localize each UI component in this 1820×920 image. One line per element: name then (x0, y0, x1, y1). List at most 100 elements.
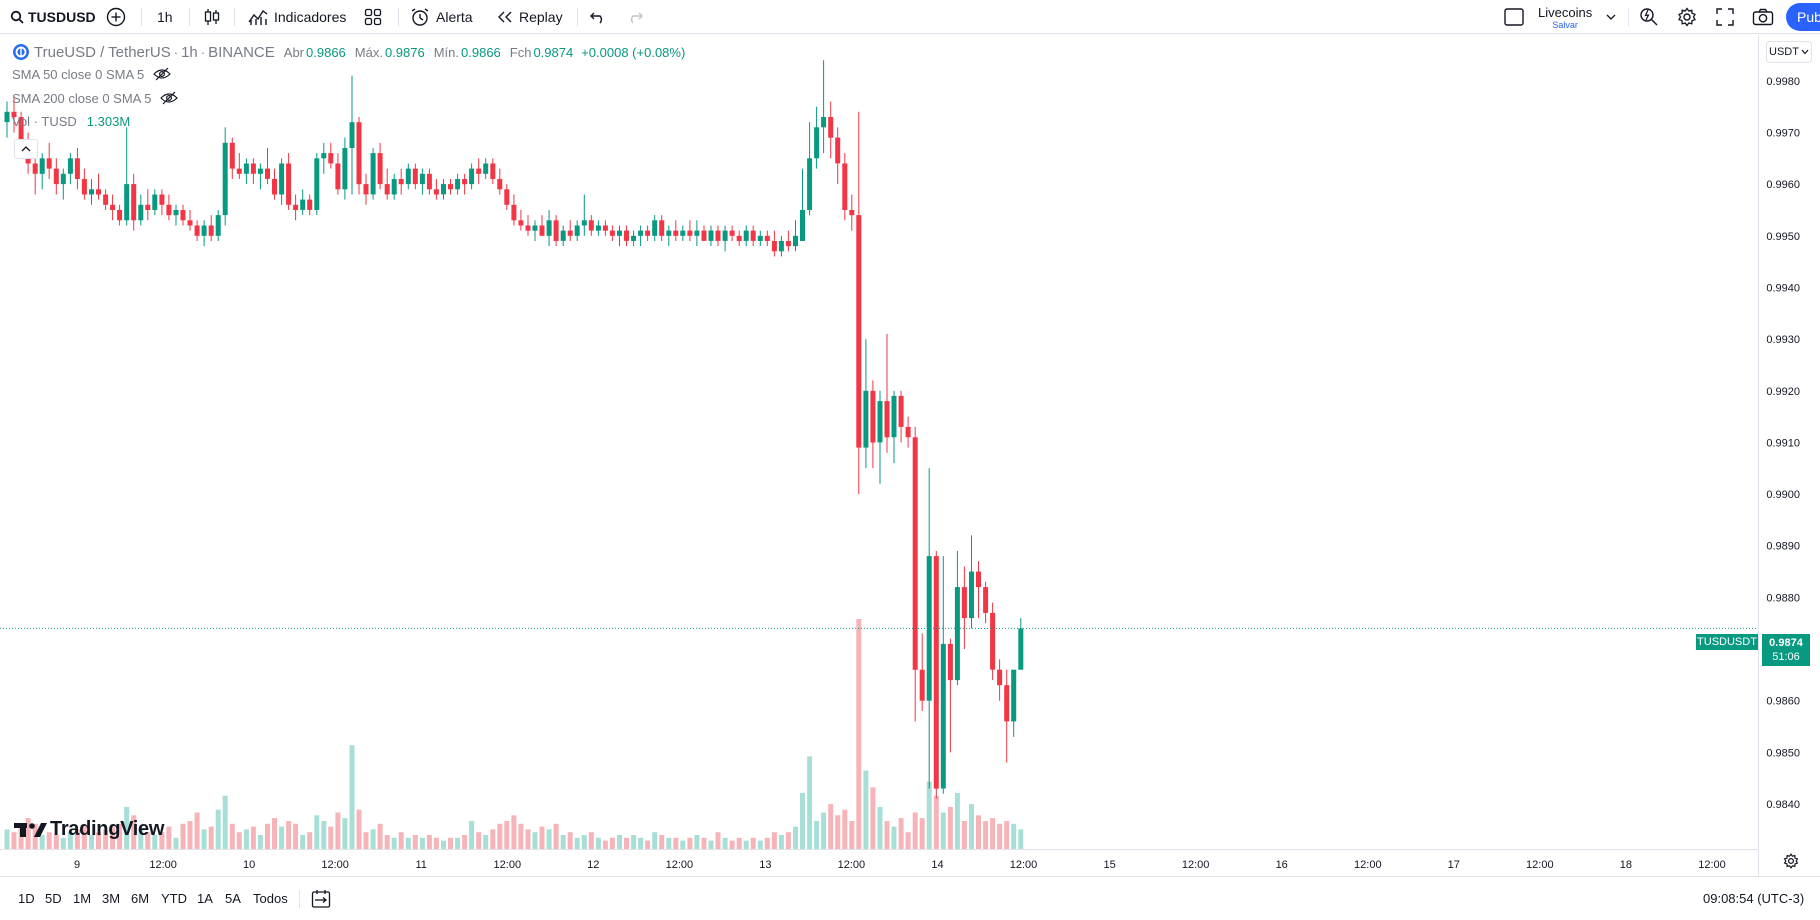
layout-dropdown-button[interactable] (1606, 0, 1616, 34)
candle (631, 230, 637, 247)
symbol-legend[interactable]: TrueUSD / TetherUS · 1h · BINANCE Abr 0.… (12, 43, 685, 61)
volume-bar (940, 812, 946, 849)
eye-off-icon[interactable] (153, 66, 172, 82)
sma200-legend[interactable]: SMA 200 close 0 SMA 5 (12, 90, 179, 106)
toolbar-separator (577, 8, 578, 26)
time-tick-label: 12:00 (494, 859, 522, 871)
candle (243, 158, 249, 185)
candle-body (300, 199, 306, 210)
candle-body (785, 241, 791, 247)
candle (532, 220, 538, 241)
candle-body (961, 587, 967, 619)
candle-body (229, 142, 235, 169)
candle-body (602, 225, 608, 231)
volume-bar (983, 821, 989, 849)
candle (581, 194, 587, 236)
candle (680, 225, 686, 241)
indicators-button[interactable]: Indicadores (248, 0, 346, 34)
time-tick-label: 12:00 (838, 859, 866, 871)
candle-body (356, 122, 362, 185)
range-3m[interactable]: 3M (102, 877, 120, 920)
range-5d[interactable]: 5D (45, 877, 62, 920)
price-tick-label: 0.9970 (1766, 128, 1800, 140)
candle (286, 153, 292, 210)
chart-type-button[interactable] (203, 0, 221, 34)
volume-bar (265, 823, 270, 849)
volume-bar (321, 821, 327, 849)
candle-body (588, 220, 594, 231)
candle-body (546, 220, 552, 236)
range-1a[interactable]: 1A (197, 877, 213, 920)
volume-bar (532, 832, 538, 849)
sma50-legend[interactable]: SMA 50 close 0 SMA 5 (12, 66, 172, 82)
indicators-label: Indicadores (274, 9, 347, 25)
candle-body (553, 220, 559, 241)
volume-bar (595, 837, 601, 849)
range-1d[interactable]: 1D (18, 877, 35, 920)
price-axis[interactable]: 0.9980 0.9970 0.9960 0.9950 0.9940 0.9930 0.99… (1766, 76, 1800, 811)
candle-body (743, 230, 749, 241)
quick-search-button[interactable] (1639, 0, 1659, 34)
tradingview-logo-icon (14, 822, 47, 837)
toolbar-separator (189, 8, 190, 26)
candle-body (525, 225, 531, 231)
range-6m[interactable]: 6M (131, 877, 149, 920)
candle (46, 142, 52, 179)
time-tick-label: 17 (1448, 859, 1460, 871)
redo-button[interactable] (626, 0, 644, 34)
volume-bar (131, 815, 137, 849)
range-5a[interactable]: 5A (225, 877, 241, 920)
currency-selector[interactable]: USDT (1766, 41, 1812, 63)
fullscreen-icon (1716, 8, 1734, 26)
axis-settings-button[interactable] (1783, 853, 1799, 874)
time-axis[interactable]: 9 12:00 10 12:00 11 12:00 12 12:00 13 12:00 14 12:0… (74, 859, 1726, 871)
volume-legend[interactable]: Vol · TUSD 1.303M (12, 114, 130, 129)
legend-open-value: 0.9866 (306, 44, 346, 60)
candle (856, 111, 862, 495)
candle (624, 225, 629, 247)
layouts-button[interactable] (364, 0, 382, 34)
interval-button[interactable]: 1h (157, 0, 173, 34)
candle-body (750, 230, 756, 241)
volume-bar (307, 832, 313, 849)
candle (849, 194, 855, 231)
undo-button[interactable] (589, 0, 607, 34)
collapse-legend-button[interactable] (14, 139, 38, 159)
price-chart[interactable]: 0.9980 0.9970 0.9960 0.9950 0.9940 0.9930 0.99… (0, 35, 1820, 877)
compare-symbol-button[interactable] (106, 0, 126, 34)
candle-body (828, 117, 834, 138)
settings-button[interactable] (1677, 0, 1697, 34)
layout-checkbox[interactable] (1504, 0, 1524, 34)
layout-name-block[interactable]: Livecoins Salvar (1538, 2, 1592, 32)
volume-bar (835, 815, 841, 849)
candle-body (574, 225, 580, 236)
candle-body (96, 189, 101, 195)
range-1m[interactable]: 1M (73, 877, 91, 920)
symbol-search-button[interactable]: TUSDUSD (10, 0, 96, 34)
candle (828, 101, 834, 159)
volume-bar (222, 795, 228, 849)
candle (483, 158, 489, 179)
volume-bar (455, 837, 461, 849)
volume-bar (229, 823, 235, 849)
volume-bar (785, 832, 791, 849)
volume-bar (954, 792, 960, 849)
goto-date-button[interactable] (311, 877, 331, 920)
snapshot-button[interactable] (1752, 0, 1774, 34)
alert-button[interactable]: Alerta (410, 0, 473, 34)
time-tick-label: 10 (243, 859, 255, 871)
candle-body (131, 184, 137, 221)
volume-bar (574, 837, 580, 849)
replay-button[interactable]: Replay (497, 0, 563, 34)
volume-bar (96, 832, 101, 849)
eye-off-icon[interactable] (160, 90, 179, 106)
volume-bar (856, 619, 862, 849)
chart-pane[interactable]: 0.9980 0.9970 0.9960 0.9950 0.9940 0.9930 0.99… (0, 35, 1820, 877)
candle (1018, 618, 1024, 670)
candle (222, 127, 228, 226)
range-all[interactable]: Todos (253, 877, 288, 920)
timezone-clock[interactable]: 09:08:54 (UTC-3) (1703, 877, 1804, 920)
range-ytd[interactable]: YTD (161, 877, 187, 920)
fullscreen-button[interactable] (1716, 0, 1734, 34)
publish-button[interactable]: Pub (1786, 3, 1820, 31)
